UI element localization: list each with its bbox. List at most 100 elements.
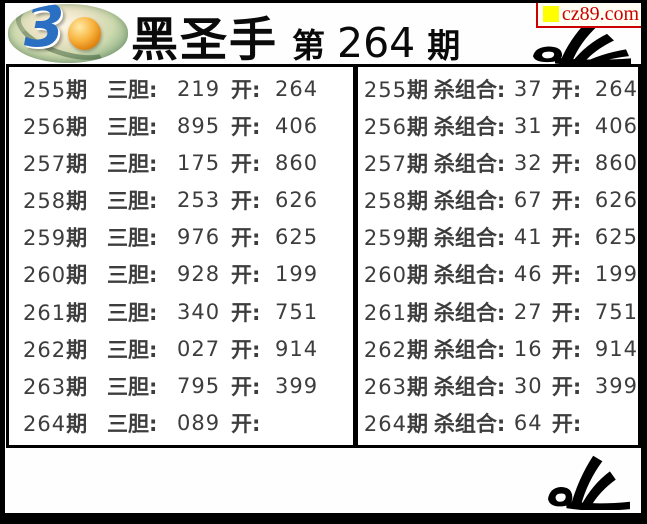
- open-label: 开:: [231, 411, 261, 436]
- predictions-table-left: 255期 三胆: 219 开: 264 256期 三胆: 895 开: 406 …: [9, 67, 353, 445]
- period-cell: 255期: [363, 78, 428, 103]
- open-result: 860: [275, 151, 319, 176]
- open-result: 399: [275, 373, 319, 398]
- open-label: 开:: [231, 152, 261, 177]
- page-title: 黑圣手 第 264 期: [131, 3, 460, 64]
- bet-label: 杀组合:: [433, 411, 506, 436]
- period-cell: 260期: [363, 263, 428, 288]
- table-row: 258期 杀组合: 67 开: 626: [358, 182, 638, 218]
- bet-value: 31: [513, 114, 543, 139]
- open-label: 开:: [551, 78, 582, 103]
- period-cell: 257期: [23, 152, 88, 177]
- predictions-table-right: 255期 杀组合: 37 开: 264 256期 杀组合: 31 开: 406 …: [358, 67, 638, 445]
- open-result: 751: [275, 299, 319, 324]
- period-cell: 258期: [23, 189, 88, 214]
- prediction-panels: 255期 三胆: 219 开: 264 256期 三胆: 895 开: 406 …: [6, 64, 641, 448]
- logo-number-3: 3: [24, 4, 65, 60]
- open-result: 264: [275, 77, 319, 102]
- bet-value: 795: [177, 373, 221, 398]
- period-cell: 257期: [363, 152, 428, 177]
- open-label: 开:: [231, 263, 261, 288]
- table-row: 260期 杀组合: 46 开: 199: [358, 256, 638, 292]
- logo-3d: 3: [8, 4, 128, 63]
- open-result: 860: [594, 151, 638, 176]
- open-label: 开:: [231, 337, 261, 362]
- period-cell: 264期: [363, 411, 428, 436]
- header: 3 黑圣手 第 264 期 cz89.com: [5, 3, 641, 66]
- bet-label: 三胆:: [107, 115, 158, 140]
- table-row: 261期 杀组合: 27 开: 751: [358, 294, 638, 330]
- open-result: 626: [275, 188, 319, 213]
- bet-label: 三胆:: [107, 300, 158, 325]
- bet-value: 976: [177, 225, 221, 250]
- bet-value: 175: [177, 151, 221, 176]
- open-result: 264: [594, 77, 638, 102]
- period-cell: 259期: [23, 226, 88, 251]
- bet-label: 杀组合:: [433, 300, 506, 325]
- table-row: 260期 三胆: 928 开: 199: [9, 256, 353, 292]
- ok-hand-signature-icon: [527, 19, 637, 66]
- bet-label: 杀组合:: [433, 189, 506, 214]
- bet-value: 253: [177, 188, 221, 213]
- period-cell: 263期: [363, 374, 428, 399]
- bet-label: 三胆:: [107, 263, 158, 288]
- table-row: 256期 杀组合: 31 开: 406: [358, 108, 638, 144]
- ok-hand-signature-icon: [543, 453, 635, 511]
- yellow-square-icon: [542, 6, 559, 22]
- open-result: 625: [275, 225, 319, 250]
- bet-label: 三胆:: [107, 152, 158, 177]
- bet-value: 089: [177, 410, 221, 435]
- bet-label: 杀组合:: [433, 78, 506, 103]
- period-cell: 262期: [363, 337, 428, 362]
- table-row: 263期 三胆: 795 开: 399: [9, 368, 353, 404]
- site-badge-label: cz89.com: [561, 2, 639, 25]
- period-cell: 258期: [363, 189, 428, 214]
- bet-value: 37: [513, 77, 543, 102]
- table-row: 263期 杀组合: 30 开: 399: [358, 368, 638, 404]
- open-label: 开:: [551, 189, 582, 214]
- table-row: 261期 三胆: 340 开: 751: [9, 294, 353, 330]
- panel-divider: [352, 67, 358, 445]
- table-row: 259期 三胆: 976 开: 625: [9, 219, 353, 255]
- bet-label: 三胆:: [107, 189, 158, 214]
- open-result: 399: [594, 373, 638, 398]
- table-row: 262期 三胆: 027 开: 914: [9, 331, 353, 367]
- bet-value: 32: [513, 151, 543, 176]
- table-row: 264期 三胆: 089 开:: [9, 405, 353, 441]
- table-row: 255期 三胆: 219 开: 264: [9, 71, 353, 107]
- open-label: 开:: [551, 152, 582, 177]
- logo-ball-icon: [68, 17, 101, 50]
- issue-suffix: 期: [427, 26, 461, 66]
- open-label: 开:: [231, 78, 261, 103]
- bet-label: 三胆:: [107, 78, 158, 103]
- period-cell: 264期: [23, 411, 88, 436]
- issue-number: 264: [337, 19, 416, 67]
- bet-value: 64: [513, 410, 543, 435]
- bet-value: 30: [513, 373, 543, 398]
- period-cell: 261期: [23, 300, 88, 325]
- bet-label: 杀组合:: [433, 263, 506, 288]
- open-result: 914: [594, 336, 638, 361]
- period-cell: 259期: [363, 226, 428, 251]
- open-result: 406: [275, 114, 319, 139]
- bet-label: 杀组合:: [433, 374, 506, 399]
- bet-label: 杀组合:: [433, 152, 506, 177]
- table-row: 259期 杀组合: 41 开: 625: [358, 219, 638, 255]
- open-result: 751: [594, 299, 638, 324]
- open-result: 626: [594, 188, 638, 213]
- bet-value: 027: [177, 336, 221, 361]
- bet-value: 67: [513, 188, 543, 213]
- table-row: 258期 三胆: 253 开: 626: [9, 182, 353, 218]
- bet-label: 三胆:: [107, 411, 158, 436]
- open-label: 开:: [551, 226, 582, 251]
- table-row: 262期 杀组合: 16 开: 914: [358, 331, 638, 367]
- open-label: 开:: [551, 411, 582, 436]
- period-cell: 263期: [23, 374, 88, 399]
- bet-value: 895: [177, 114, 221, 139]
- issue-prefix: 第: [292, 26, 325, 66]
- site-badge[interactable]: cz89.com: [535, 2, 641, 28]
- bet-label: 杀组合:: [433, 226, 506, 251]
- bet-value: 928: [177, 262, 221, 287]
- open-result: 199: [275, 262, 319, 287]
